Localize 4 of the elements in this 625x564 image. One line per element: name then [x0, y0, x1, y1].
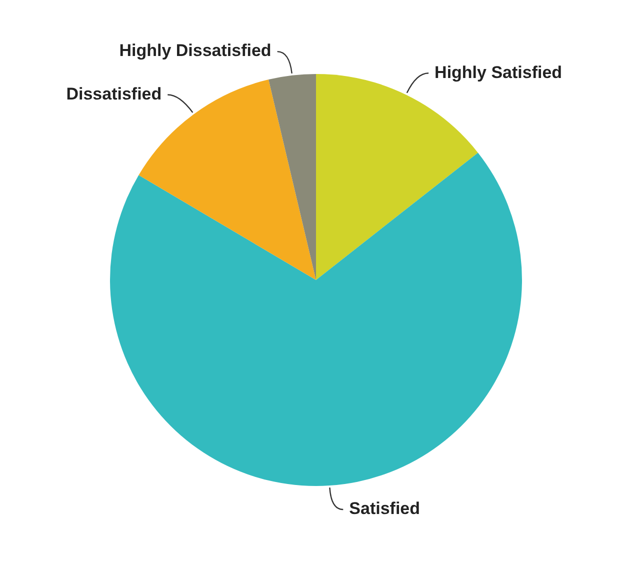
slice-label: Highly Satisfied	[434, 62, 562, 82]
slice-label: Highly Dissatisfied	[119, 41, 272, 60]
slice-label: Dissatisfied	[66, 84, 162, 104]
slice-label: Satisfied	[349, 499, 420, 518]
